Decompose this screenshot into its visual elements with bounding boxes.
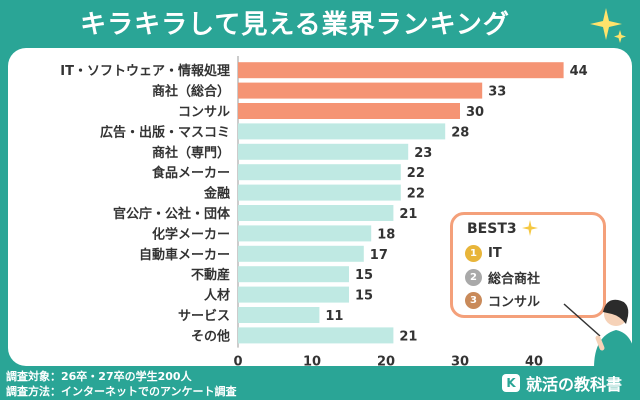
data-label: 17 [370, 248, 388, 263]
best3-item-2: 2 総合商社 [465, 268, 540, 287]
bar [238, 143, 409, 160]
category-label: IT・ソフトウェア・情報処理 [60, 63, 230, 79]
data-label: 44 [570, 64, 588, 79]
data-label: 18 [377, 227, 395, 242]
data-label: 22 [407, 166, 425, 181]
bar [238, 307, 320, 323]
bar [238, 123, 446, 140]
data-label: 21 [399, 207, 417, 222]
data-label: 23 [414, 146, 432, 161]
survey-method: 調査方法：インターネットでのアンケート調査 [6, 385, 237, 398]
category-label: 官公庁・公社・団体 [113, 206, 231, 222]
data-label: 11 [325, 309, 343, 324]
best3-label: 総合商社 [488, 272, 541, 287]
bar [238, 205, 394, 221]
data-label: 30 [466, 105, 484, 120]
data-label: 15 [355, 289, 373, 304]
bar [238, 327, 394, 344]
silver-medal-icon: 2 [465, 269, 482, 286]
data-label: 33 [488, 85, 506, 100]
bar [238, 286, 349, 303]
best3-label: IT [488, 246, 502, 261]
bronze-medal-icon: 3 [465, 292, 482, 309]
brand-name: 就活の教科書 [525, 375, 622, 394]
k-logo-icon: K [501, 374, 520, 392]
category-label: 自動車メーカー [139, 247, 230, 263]
best3-item-1: 1 IT [465, 245, 502, 262]
x-tick-label: 30 [451, 355, 469, 366]
category-label: サービス [178, 308, 230, 324]
category-label: その他 [191, 328, 230, 344]
bar [238, 62, 564, 79]
presenter-illustration [563, 299, 636, 368]
bar [238, 103, 460, 119]
category-label: 商社（専門） [152, 145, 230, 161]
sparkle-icon [590, 8, 626, 43]
category-label: 広告・出版・マスコミ [100, 124, 230, 140]
data-label: 15 [355, 268, 373, 283]
category-label: 食品メーカー [152, 165, 230, 181]
category-label: コンサル [178, 105, 230, 120]
sparkle-icon [522, 220, 538, 236]
bar [238, 82, 483, 99]
page-title: キラキラして見える業界ランキング [80, 10, 510, 40]
brand-logo[interactable]: K 就活の教科書 [501, 371, 622, 395]
x-tick-label: 10 [303, 355, 321, 366]
bar [238, 184, 401, 201]
category-label: 商社（総合） [152, 84, 230, 100]
data-label: 22 [407, 187, 425, 202]
best3-box: BEST3 1 IT 2 総合商社 3 コンサル [450, 212, 606, 318]
bar [238, 225, 372, 242]
category-label: 人材 [204, 288, 230, 304]
category-label: 不動産 [191, 267, 230, 283]
x-tick-label: 40 [525, 355, 543, 366]
bar [238, 245, 364, 262]
category-label: 金融 [203, 186, 230, 202]
bar [238, 266, 349, 283]
best3-label: コンサル [488, 295, 541, 310]
gold-medal-icon: 1 [465, 245, 482, 262]
data-label: 21 [399, 329, 417, 344]
x-tick-label: 0 [233, 355, 242, 366]
survey-target: 調査対象：26卒・27卒の学生200人 [6, 370, 192, 383]
x-tick-label: 20 [377, 355, 395, 366]
best3-title: BEST3 [467, 221, 517, 237]
best3-item-3: 3 コンサル [465, 291, 540, 310]
category-label: 化学メーカー [152, 226, 230, 242]
data-label: 28 [451, 125, 469, 140]
bar [238, 164, 401, 181]
